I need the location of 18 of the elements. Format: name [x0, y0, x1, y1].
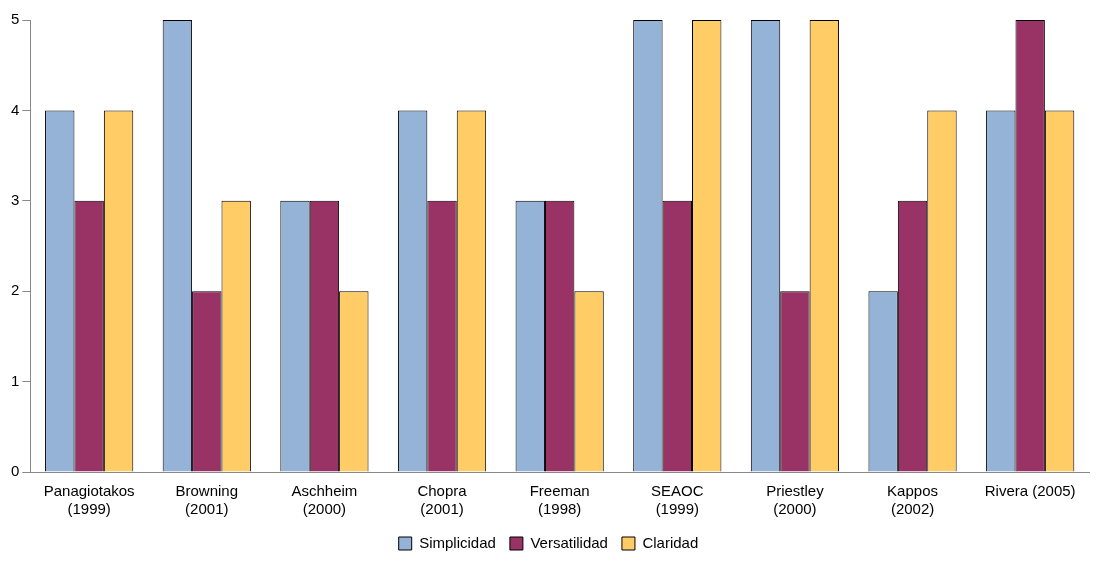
y-tick-label: 5	[11, 10, 20, 28]
x-tick-label: SEAOC (1999)	[651, 482, 704, 518]
y-tick-label: 4	[11, 100, 20, 118]
x-tick-label: Priestley (2000)	[766, 482, 825, 518]
legend-label: Simplicidad	[419, 533, 496, 551]
legend-label: Versatilidad	[530, 533, 608, 551]
y-tick-label: 1	[11, 371, 20, 389]
x-tick-label: Kappos (2002)	[887, 482, 938, 518]
y-tick-label: 2	[11, 281, 20, 299]
x-tick-label: Chopra (2001)	[417, 482, 468, 518]
x-tick-label: Browning (2001)	[175, 482, 239, 518]
x-tick-label: Aschheim (2000)	[291, 482, 358, 518]
legend-label: Claridad	[642, 533, 699, 551]
x-tick-label: Freeman (1998)	[529, 482, 590, 518]
y-tick-label: 3	[11, 190, 20, 208]
x-tick-label: Panagiotakos (1999)	[43, 482, 135, 518]
y-tick-label: 0	[11, 462, 20, 480]
x-tick-label: Rivera (2005)	[984, 482, 1076, 500]
